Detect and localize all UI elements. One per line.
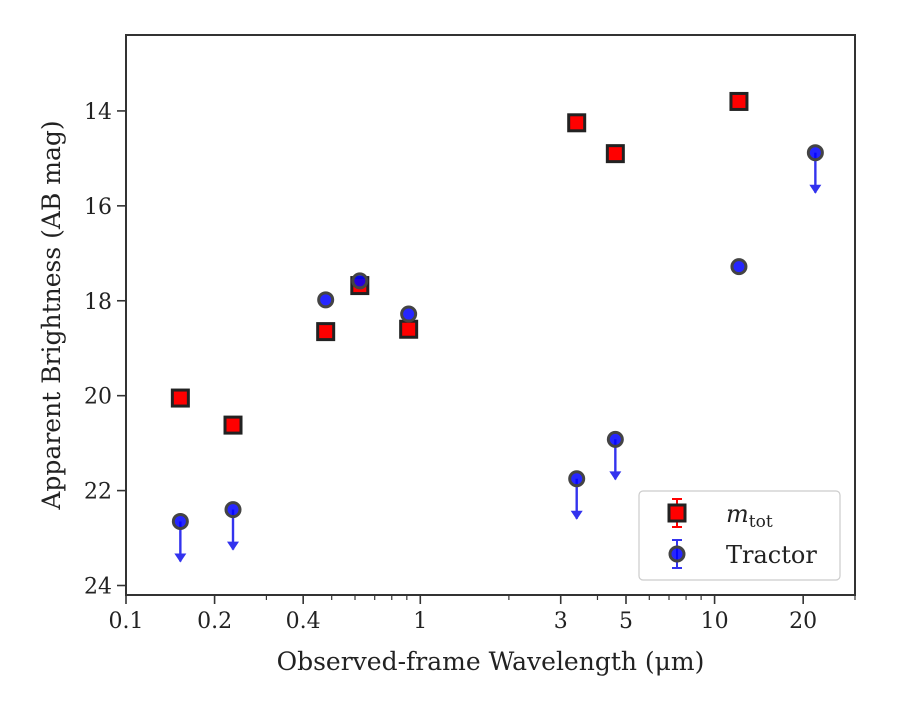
y-tick-label: 22 (84, 480, 112, 505)
x-tick-label: 3 (554, 609, 568, 634)
legend-tractor-circle (668, 545, 686, 563)
legend-label-tractor: Tractor (726, 541, 817, 569)
x-tick-label: 20 (789, 609, 817, 634)
tractor-point (730, 258, 748, 276)
legend: mtot Tractor (638, 490, 841, 581)
m-tot-point (316, 322, 336, 342)
legend-box (638, 490, 841, 581)
tractor-upper-limit-arrow-head (227, 541, 240, 551)
plot-area-frame (125, 34, 856, 596)
axis-ticks: 0.1 0.2 0.4 1 3 5 10 20 14 16 18 20 22 24 (84, 100, 856, 634)
y-tick-label: 24 (84, 575, 112, 600)
y-axis-title: Apparent Brightness (AB mag) (37, 120, 66, 510)
m-tot-point (223, 415, 243, 435)
tractor-point (317, 291, 335, 309)
m-tot-point (567, 113, 587, 133)
tractor-point (806, 144, 824, 162)
tractor-point (400, 305, 418, 323)
m-tot-point (399, 319, 419, 339)
x-tick-label: 10 (701, 609, 729, 634)
tractor-upper-limit-arrow-head (809, 184, 822, 194)
x-tick-label: 0.1 (109, 609, 144, 634)
legend-label-m-tot-sub: tot (749, 512, 773, 532)
legend-marker-tractor (668, 539, 686, 569)
legend-label-m-tot-main: m (726, 500, 749, 528)
tractor-point (224, 501, 242, 519)
y-tick-label: 16 (84, 195, 112, 220)
m-tot-point (170, 388, 190, 408)
data-marks (170, 91, 824, 563)
x-tick-label: 1 (413, 609, 427, 634)
tractor-point (568, 470, 586, 488)
legend-m-tot-square (667, 503, 687, 523)
x-axis-title: Observed-frame Wavelength (μm) (277, 647, 705, 676)
tractor-point (171, 512, 189, 530)
legend-marker-m-tot (667, 498, 687, 528)
legend-label-m-tot: mtot (726, 500, 773, 532)
m-tot-point (605, 144, 625, 164)
tractor-point (606, 430, 624, 448)
y-tick-label: 18 (84, 290, 112, 315)
tractor-upper-limit-arrow-head (570, 510, 583, 520)
y-tick-label: 14 (84, 100, 112, 125)
x-tick-label: 0.2 (197, 609, 232, 634)
tractor-point (351, 272, 369, 290)
x-tick-label: 5 (619, 609, 633, 634)
y-tick-label: 20 (84, 385, 112, 410)
m-tot-point (729, 91, 749, 111)
tractor-upper-limit-arrow-head (174, 553, 187, 563)
tractor-upper-limit-arrow-head (609, 471, 622, 481)
x-tick-label: 0.4 (286, 609, 321, 634)
